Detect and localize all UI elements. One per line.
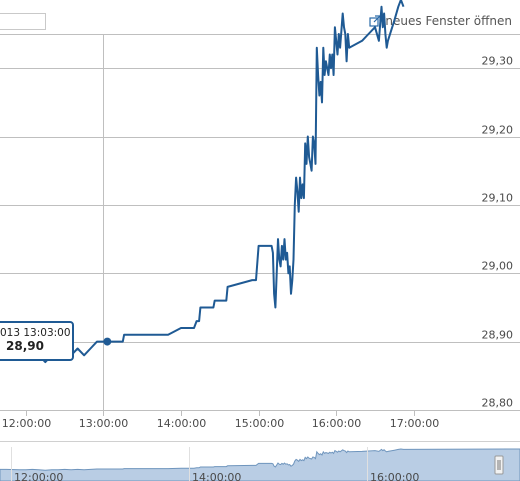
y-tick-label: 29,30: [482, 55, 514, 68]
y-axis-ticks: 28,80 28,90 29,00 29,10 29,20 29,30: [482, 55, 514, 410]
navigator-area: [0, 448, 520, 481]
tooltip-value: 28,90: [6, 339, 44, 353]
x-tick-label: 16:00:00: [312, 417, 361, 430]
navigator-label: 16:00:00: [370, 471, 419, 481]
navigator-label: 12:00:00: [14, 471, 63, 481]
new-window-label: neues Fenster öffnen: [385, 14, 512, 28]
y-tick-label: 29,20: [482, 124, 514, 137]
y-tick-label: 29,10: [482, 192, 514, 205]
navigator-handle[interactable]: [494, 455, 504, 475]
y-tick-label: 28,90: [482, 329, 514, 342]
x-tick-label: 17:00:00: [390, 417, 439, 430]
navigator: 12:00:00 14:00:00 16:00:00: [0, 441, 520, 481]
hover-point: [103, 337, 112, 346]
x-tick-label: 13:00:00: [79, 417, 128, 430]
range-input[interactable]: [0, 13, 46, 30]
x-axis-ticks: 12:00:00 13:00:00 14:00:00 15:00:00 16:00:00…: [0, 410, 520, 430]
y-tick-label: 29,00: [482, 260, 514, 273]
tooltip: 013 13:03:00 28,90: [0, 321, 74, 361]
x-tick-label: 15:00:00: [235, 417, 284, 430]
y-tick-label: 28,80: [482, 397, 514, 410]
navigator-labels: 12:00:00 14:00:00 16:00:00: [0, 441, 520, 481]
series-line: [0, 0, 405, 364]
x-tick-label: 14:00:00: [157, 417, 206, 430]
navigator-label: 14:00:00: [192, 471, 241, 481]
grid-lines: [0, 34, 520, 411]
x-tick-label: 12:00:00: [2, 417, 51, 430]
tooltip-time: 013 13:03:00: [0, 327, 71, 339]
